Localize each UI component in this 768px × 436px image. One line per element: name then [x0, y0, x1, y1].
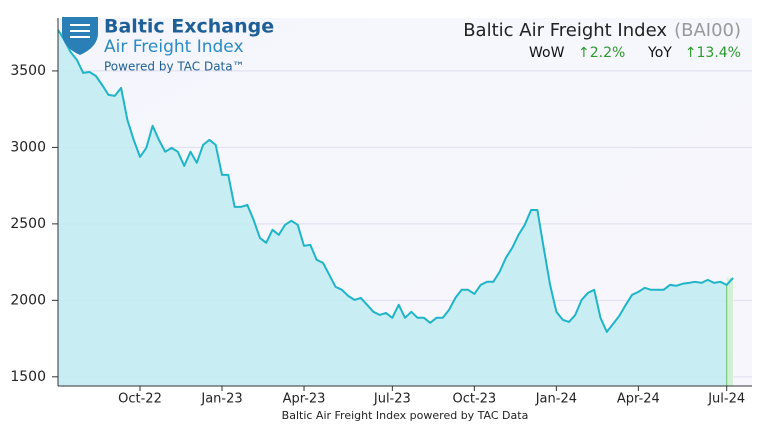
stat-value: ↑2.2% [578, 45, 625, 61]
logo: Baltic Exchange Air Freight Index Powere… [62, 16, 274, 74]
stat-value: ↑13.4% [685, 45, 741, 61]
x-tick-label: Oct-22 [118, 392, 162, 407]
logo-stripes [70, 24, 90, 38]
chart-title: Baltic Air Freight Index [463, 20, 667, 41]
area [58, 29, 733, 387]
stat-label: YoY [647, 45, 672, 61]
x-axis-label: Baltic Air Freight Index powered by TAC … [282, 409, 529, 422]
chart-subtitle: (BAI00) [674, 20, 741, 41]
x-tick-label: Jan-23 [200, 392, 242, 407]
y-tick-label: 3000 [10, 139, 46, 155]
y-tick-label: 3500 [10, 63, 46, 79]
y-tick-label: 1500 [10, 369, 46, 385]
logo-powered: Powered by TAC Data™ [104, 60, 245, 74]
x-tick-label: Apr-23 [283, 392, 326, 407]
x-tick-label: Jul-23 [373, 392, 411, 407]
logo-name: Baltic Exchange [104, 16, 274, 38]
y-tick-label: 2000 [10, 292, 46, 308]
last-week-highlight [726, 277, 733, 386]
x-tick-label: Apr-24 [617, 392, 660, 407]
x-tick-label: Jan-24 [535, 392, 577, 407]
stat-label: WoW [529, 45, 565, 61]
logo-product: Air Freight Index [104, 37, 244, 57]
y-tick-label: 2500 [10, 216, 46, 232]
line [57, 29, 734, 333]
x-tick-label: Jul-24 [707, 392, 745, 407]
x-tick-label: Oct-23 [452, 392, 496, 407]
